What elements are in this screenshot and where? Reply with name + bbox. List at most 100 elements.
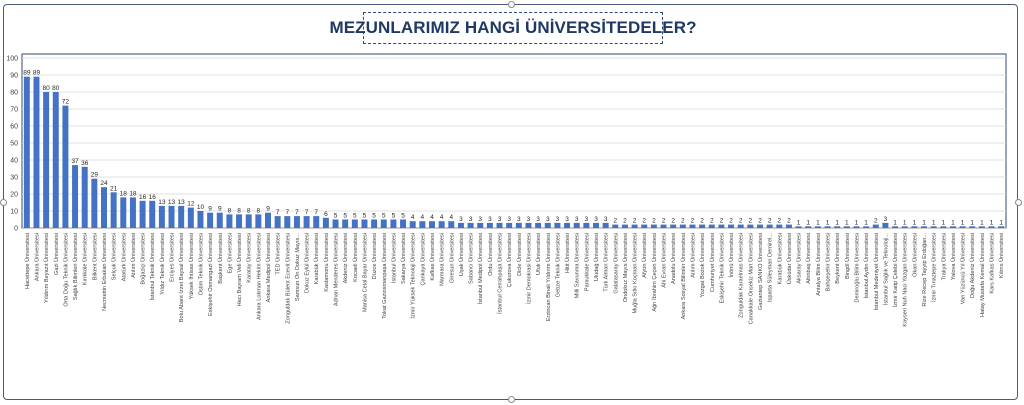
data-label: 5 [343, 213, 347, 220]
x-tick-label: Isparta Süleyman Demirel... [768, 233, 774, 302]
x-tick-label: Sakarya Üniversitesi [400, 233, 407, 284]
x-tick-label: İnönü Üniversitesi [728, 233, 735, 277]
x-tick-label: Samsun On Dokuz Mayıs... [295, 233, 301, 302]
x-tick-label: Uşak Üniversitesi [458, 233, 465, 276]
bar [91, 178, 98, 228]
y-tick-label: 20 [10, 192, 18, 199]
y-tick-label: 100 [6, 56, 18, 63]
data-label: 6 [324, 211, 328, 218]
x-tick-label: Altınbaş Üniversitesi [805, 233, 812, 284]
bar [284, 216, 291, 228]
x-tick-label: Afyon Üniversitesi [641, 233, 648, 278]
x-tick-label: Karabük Üniversitesi [313, 233, 320, 284]
x-tick-label: Yozgat Bozok Üniversitesi [699, 233, 706, 297]
data-label: 18 [120, 190, 128, 197]
bar [959, 226, 966, 228]
resize-handle-left[interactable] [0, 199, 7, 206]
data-label: 9 [208, 206, 212, 213]
bar [236, 214, 243, 228]
data-label: 7 [314, 209, 318, 216]
x-tick-label: İstanbul Medeniyet Üniversitesi [873, 233, 880, 310]
x-tick-label: Bolu Abant İzzet Baysal Üniversitesi [178, 233, 185, 322]
x-tick-label: İzmir Tınaztepe Üniversitesi [931, 233, 938, 302]
x-tick-label: Ankara Medipol Üniversitesi [265, 233, 272, 302]
data-label: 5 [401, 213, 405, 220]
bar [149, 200, 156, 228]
bar [303, 216, 310, 228]
data-label: 1 [922, 219, 926, 226]
x-tick-label: Kastamonu Üniversitesi [323, 233, 330, 292]
x-tick-label: Sabancı Üniversitesi [468, 233, 475, 284]
bar [573, 222, 580, 228]
x-tick-label: Marmara Üniversitesi [439, 233, 446, 286]
bar [583, 222, 590, 228]
bar [853, 226, 860, 228]
data-label: 3 [546, 216, 550, 223]
data-label: 5 [382, 213, 386, 220]
data-label: 2 [768, 218, 772, 225]
resize-handle-right[interactable] [1015, 199, 1022, 206]
data-label: 5 [392, 213, 396, 220]
resize-handle-top[interactable] [508, 1, 515, 8]
data-label: 3 [604, 216, 608, 223]
bar [139, 200, 146, 228]
chart-title: MEZUNLARIMIZ HANGİ ÜNİVERSİTEDELER? [329, 12, 696, 44]
data-label: 1 [835, 219, 839, 226]
x-tick-label: Kafkas Üniversitesi [429, 233, 436, 281]
data-label: 80 [43, 85, 51, 92]
x-tick-label: İzmir Demokrasi Üniversitesi [525, 233, 532, 304]
x-tick-label: İzmir Yüksek Teknoloji Üniversitesi [410, 233, 417, 319]
data-label: 2 [642, 218, 646, 225]
data-label: 1 [797, 219, 801, 226]
bar [33, 76, 40, 228]
data-label: 89 [33, 70, 41, 77]
x-tick-label: Erzincan Binali Yıldırım Üniversitesi [545, 233, 552, 321]
bar [834, 226, 841, 228]
x-tick-label: Hacettepe Üniversitesi [24, 233, 31, 289]
data-label: 13 [178, 199, 186, 206]
bar [515, 222, 522, 228]
data-label: 80 [52, 85, 60, 92]
x-tick-label: Muğla Sıtkı Koçman Üniversitesi [632, 233, 639, 314]
x-tick-label: Cumhuriyet Üniversitesi [709, 233, 716, 292]
x-tick-label: Milli Savunma Üniversitesi [574, 233, 581, 298]
x-tick-label: Yalova Üniversitesi [950, 233, 957, 280]
resize-handle-bottom[interactable] [508, 396, 515, 403]
x-tick-label: Adnan Menderes Üniversitesi [333, 233, 340, 306]
bar [949, 226, 956, 228]
data-label: 3 [884, 216, 888, 223]
x-tick-label: Erciyes Üniversitesi [169, 233, 176, 282]
bar [631, 224, 638, 228]
x-tick-label: Rize Recep Tayyip Erdoğan... [922, 233, 928, 307]
data-label: 1 [826, 219, 830, 226]
bar [612, 224, 619, 228]
bar [998, 226, 1005, 228]
bar [766, 224, 773, 228]
x-tick-label: Bilkent Üniversitesi [91, 233, 98, 280]
x-tick-label: Kocaeli Üniversitesi [352, 233, 359, 282]
data-label: 12 [187, 201, 195, 208]
data-label: 2 [613, 218, 617, 225]
data-label: 3 [459, 216, 463, 223]
bar [129, 197, 136, 228]
data-label: 1 [941, 219, 945, 226]
data-label: 1 [999, 219, 1003, 226]
x-tick-label: Ostim Teknik Üniversitesi [197, 233, 204, 295]
x-tick-label: Ağrı İbrahim Çeçen Üniversitesi [651, 233, 658, 312]
bar [621, 224, 628, 228]
bar [380, 219, 387, 228]
data-label: 1 [864, 219, 868, 226]
data-label: 5 [372, 213, 376, 220]
data-label: 37 [71, 158, 79, 165]
x-tick-label: İstanbul Sağlık ve Teknoloji... [882, 233, 889, 305]
bar [593, 222, 599, 228]
bar [351, 219, 358, 228]
x-tick-label: Başkent Üniversitesi [217, 233, 224, 284]
x-tick-label: Atılım Üniversitesi [130, 233, 137, 278]
bar [564, 222, 571, 228]
data-label: 16 [149, 194, 157, 201]
x-tick-label: İstanbul Medipol Üniversitesi [477, 233, 484, 304]
bar [120, 197, 127, 228]
bar [62, 105, 69, 228]
bar [843, 226, 850, 228]
